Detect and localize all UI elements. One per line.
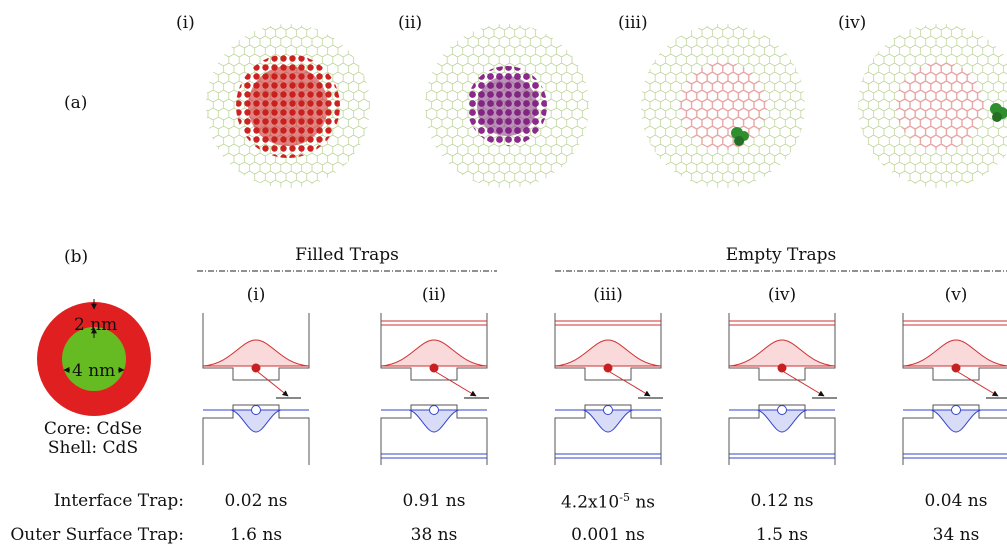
nanocrystal-iv [858, 24, 1007, 188]
column-label-iv: (iv) [767, 285, 797, 305]
panel-a-label: (a) [64, 93, 88, 113]
electron-wavefunction-5 [902, 339, 1007, 367]
interface-trap-label: Interface Trap: [53, 491, 184, 511]
hole-wavefunction-4 [729, 409, 835, 433]
interface-trap-value-i: 0.02 ns [224, 491, 288, 511]
electron-wavefunction-2 [380, 339, 488, 367]
electron-wavefunction-3 [554, 339, 662, 367]
electron-wavefunction-4 [728, 339, 836, 367]
filled-traps-heading: Filled Traps [295, 245, 399, 265]
panel-b-label: (b) [64, 247, 89, 267]
conduction-band-4 [728, 313, 836, 381]
hole-3 [603, 405, 613, 415]
transition-arrow-2 [435, 371, 477, 397]
outer-surface-trap-label: Outer Surface Trap: [10, 525, 184, 545]
subpanel-label-ii: (ii) [398, 13, 423, 33]
core-material-label: Core: CdSe [43, 419, 143, 439]
outer-trap-value-iv: 1.5 ns [755, 525, 809, 545]
interface-trap-value-iv: 0.12 ns [750, 491, 814, 511]
subpanel-label-iii: (iii) [618, 13, 648, 33]
hole-wavefunction-3 [555, 409, 661, 433]
conduction-band-1 [202, 313, 310, 381]
nanocrystal-iii [641, 24, 805, 188]
column-label-ii: (ii) [421, 285, 447, 305]
electron-1 [251, 363, 261, 373]
transition-arrow-3 [609, 371, 651, 397]
electron-2 [429, 363, 439, 373]
hole-wavefunction-2 [381, 409, 487, 433]
hole-2 [429, 405, 439, 415]
nanocrystal-i [206, 24, 370, 188]
outer-trap-value-ii: 38 ns [410, 525, 458, 545]
shell-thickness-label: 2 nm [74, 315, 118, 335]
transition-arrow-5 [957, 371, 999, 397]
core-diameter-label: 4 nm [72, 361, 116, 381]
outer-trap-value-iii: 0.001 ns [571, 525, 645, 545]
hole-wavefunction-1 [203, 409, 309, 433]
transition-arrow-1 [257, 371, 289, 397]
subpanel-label-i: (i) [176, 13, 195, 33]
core-shell-schematic [37, 299, 151, 416]
hole-wavefunction-5 [903, 409, 1007, 433]
column-label-v: (v) [944, 285, 968, 305]
conduction-band-2 [380, 313, 488, 381]
electron-5 [951, 363, 961, 373]
hole-4 [777, 405, 787, 415]
electron-wavefunction-1 [202, 339, 310, 367]
outer-trap-value-v: 34 ns [932, 525, 980, 545]
subpanel-label-iv: (iv) [838, 13, 867, 33]
column-label-iii: (iii) [593, 285, 623, 305]
column-label-i: (i) [246, 285, 266, 305]
hole-1 [251, 405, 261, 415]
nanocrystal-ii [425, 24, 589, 188]
interface-trap-value-ii: 0.91 ns [402, 491, 466, 511]
conduction-band-5 [902, 313, 1007, 381]
hole-5 [951, 405, 961, 415]
interface-trap-value-iii: 4.2x10-5 ns [560, 491, 656, 513]
empty-traps-heading: Empty Traps [725, 245, 837, 265]
electron-3 [603, 363, 613, 373]
outer-trap-value-i: 1.6 ns [229, 525, 283, 545]
electron-4 [777, 363, 787, 373]
interface-trap-value-v: 0.04 ns [924, 491, 988, 511]
shell-material-label: Shell: CdS [47, 438, 139, 458]
transition-arrow-4 [783, 371, 825, 397]
conduction-band-3 [554, 313, 662, 381]
